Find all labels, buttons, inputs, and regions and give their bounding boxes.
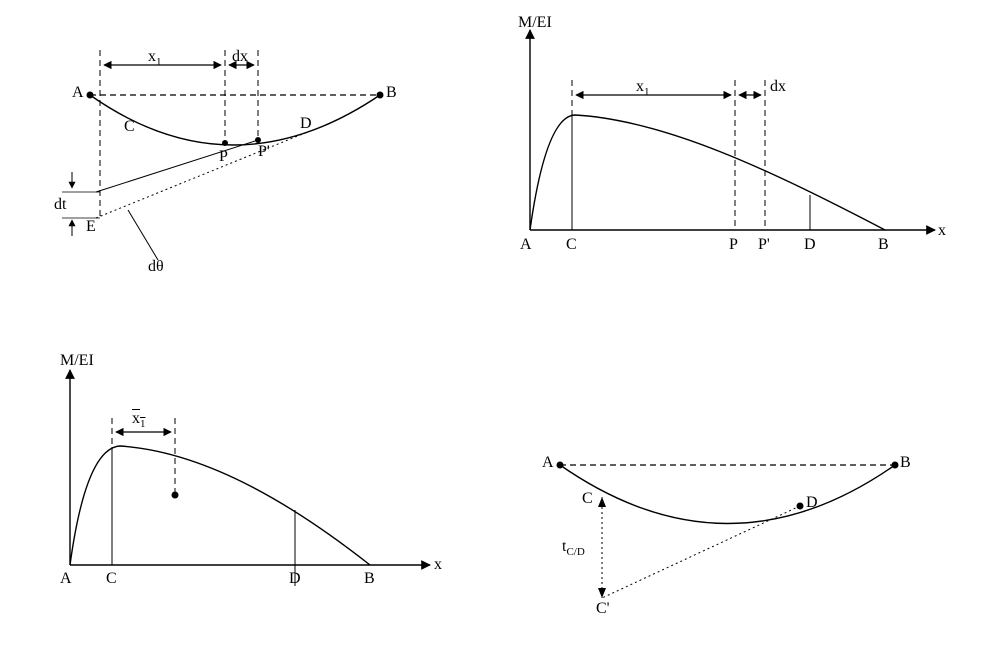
figure-svg [0,0,1000,666]
label-c-tl: C [124,118,135,136]
label-b-tl: B [386,84,397,102]
label-a-tl: A [72,84,84,102]
point-b-br [892,462,899,469]
label-pp-tl: P' [258,143,270,161]
label-x1-tl: x1 [148,48,162,68]
label-b-bl: B [364,570,375,588]
label-b-br: B [900,454,911,472]
mei-curve-bl [70,446,370,565]
label-x1-tr: x1 [636,78,650,98]
label-d-bl: D [289,570,301,588]
label-d-br: D [806,494,818,512]
panel-bottom-right [557,462,899,599]
beam-curve-br [560,465,895,524]
label-dx-tl: dx [232,48,248,66]
label-x-bl: x [434,556,442,574]
label-x-tr: x [938,222,946,240]
tangent-p [96,140,258,192]
page: A B C D P P' E dt dθ x1 dx M/EI x A C P … [0,0,1000,666]
label-d-tl: D [300,115,312,133]
label-dtheta: dθ [148,258,164,276]
panel-top-right [530,30,935,230]
label-a-bl: A [60,570,72,588]
label-d-tr: D [804,236,816,254]
label-a-tr: A [520,236,532,254]
label-c-bl: C [106,570,117,588]
dtheta-leader [128,210,158,260]
label-mei-tr: M/EI [518,14,552,32]
panel-bottom-left [70,370,430,586]
label-c-tr: C [566,236,577,254]
label-a-br: A [542,454,554,472]
label-x1bar: x1 [132,410,146,430]
tangent-pprime [96,131,310,218]
label-c-br: C [582,490,593,508]
label-e-tl: E [86,218,96,236]
label-tcd: tC/D [562,538,585,558]
label-p-tl: P [219,148,228,166]
label-cp-br: C' [596,600,610,618]
arr-up [598,497,606,507]
label-dt: dt [54,196,66,214]
label-mei-bl: M/EI [60,352,94,370]
label-dx-tr: dx [770,78,786,96]
label-b-tr: B [878,236,889,254]
centroid-dot [172,492,179,499]
point-a [87,92,94,99]
point-b [377,92,384,99]
label-pp-tr: P' [758,236,770,254]
mei-curve [530,115,885,230]
label-p-tr: P [729,236,738,254]
point-a-br [557,462,564,469]
